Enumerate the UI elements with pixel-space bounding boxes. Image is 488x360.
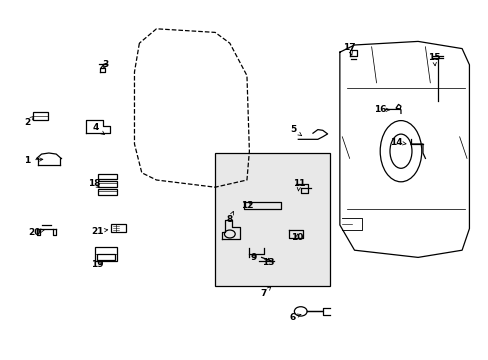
FancyBboxPatch shape	[215, 153, 329, 286]
Text: 5: 5	[290, 125, 301, 136]
Text: 10: 10	[290, 233, 303, 242]
Text: 20: 20	[28, 228, 44, 237]
Bar	[97, 254, 115, 260]
Text: 4: 4	[92, 123, 104, 135]
Text: 21: 21	[91, 227, 107, 236]
Text: 12: 12	[240, 201, 253, 210]
Text: 17: 17	[343, 43, 355, 55]
Bar	[111, 224, 126, 232]
Text: 16: 16	[373, 105, 389, 114]
Text: 13: 13	[261, 258, 274, 267]
Bar	[95, 247, 117, 261]
Bar	[98, 181, 117, 187]
Text: 8: 8	[226, 211, 233, 224]
Text: 1: 1	[24, 156, 43, 165]
Text: 15: 15	[427, 53, 440, 66]
Text: 2: 2	[24, 117, 34, 127]
Bar	[98, 174, 117, 179]
Text: 14: 14	[389, 138, 405, 147]
Text: 7: 7	[260, 287, 270, 298]
Text: 19: 19	[91, 260, 104, 269]
Text: 3: 3	[102, 60, 108, 69]
Text: 11: 11	[292, 179, 305, 191]
Bar	[98, 189, 117, 195]
Bar	[33, 112, 48, 120]
Text: 18: 18	[87, 179, 100, 188]
Text: 6: 6	[289, 313, 301, 322]
Text: 9: 9	[249, 253, 256, 262]
